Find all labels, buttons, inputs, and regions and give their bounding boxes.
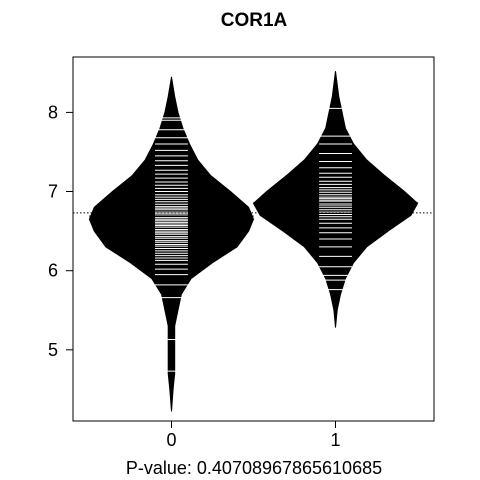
y-tick-label: 8 — [48, 102, 58, 122]
bean-group-1 — [252, 71, 419, 328]
y-tick-label: 5 — [48, 340, 58, 360]
y-tick-label: 6 — [48, 261, 58, 281]
bean-group-0 — [88, 76, 255, 412]
bean-shape-1 — [252, 71, 419, 328]
plot-frame — [72, 56, 435, 422]
chart-title: COR1A — [221, 10, 288, 31]
y-tick-label: 7 — [48, 182, 58, 202]
plot-area — [73, 71, 434, 412]
x-axis-label: P-value: 0.40708967865610685 — [126, 458, 382, 478]
x-tick-label: 0 — [166, 430, 176, 450]
x-tick-label: 1 — [330, 430, 340, 450]
axes: 5 6 7 8 0 1 — [48, 102, 341, 450]
